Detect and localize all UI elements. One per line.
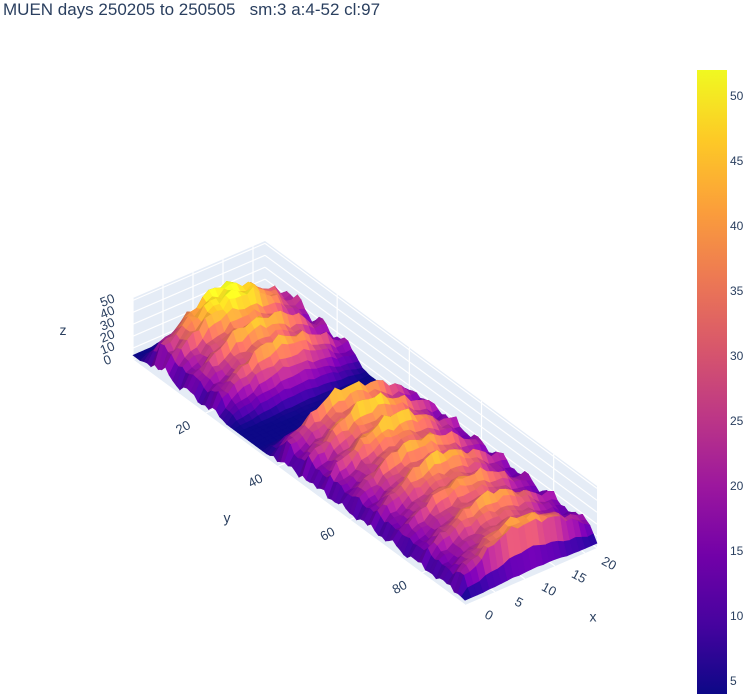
x-tick-label: 20 <box>599 553 619 573</box>
colorbar-tick-label: 40 <box>730 219 744 233</box>
side-wall-y <box>133 241 265 360</box>
colorbar-tick-label: 50 <box>730 89 744 103</box>
colorbar-tick-label: 20 <box>730 479 744 493</box>
colorbar-tick-label: 35 <box>730 284 744 298</box>
colorbar-tick-label: 5 <box>730 674 737 688</box>
surface-mesh <box>132 280 598 601</box>
colorbar-ticks: 5 10 15 20 25 30 35 40 45 50 <box>730 89 744 688</box>
z-tick-label: 20 <box>98 326 117 345</box>
y-axis-ticks: 20 40 60 80 <box>173 417 409 597</box>
colorbar: 5 10 15 20 25 30 35 40 45 50 <box>697 70 744 694</box>
floor-gridline-x <box>132 359 466 606</box>
colorbar-tick-label: 45 <box>730 154 744 168</box>
backwall-gridline-z <box>264 242 598 489</box>
chart-title: MUEN days 250205 to 250505 sm:3 a:4-52 c… <box>3 0 381 19</box>
colorbar-gradient <box>697 70 727 694</box>
z-tick-label: 40 <box>98 302 117 321</box>
y-tick-label: 40 <box>245 471 265 491</box>
x-tick-label: 0 <box>482 607 495 624</box>
y-tick-label: 60 <box>318 524 338 544</box>
wall-gridline-z <box>132 266 266 325</box>
x-tick-label: 10 <box>539 579 559 599</box>
y-tick-label: 80 <box>390 577 410 597</box>
z-tick-label: 10 <box>98 338 117 357</box>
x-tick-label: 15 <box>569 566 589 586</box>
wall-gridline-z <box>132 254 266 313</box>
x-axis-title: x <box>590 609 597 625</box>
y-tick-label: 20 <box>173 417 193 437</box>
colorbar-tick-label: 25 <box>730 414 744 428</box>
backwall-gridline-z <box>264 266 598 513</box>
surface-cell <box>461 587 472 601</box>
x-tick-label: 5 <box>512 594 525 611</box>
colorbar-tick-label: 15 <box>730 544 744 558</box>
colorbar-tick-label: 30 <box>730 349 744 363</box>
z-tick-label: 30 <box>98 314 117 333</box>
colorbar-tick-label: 10 <box>730 609 744 623</box>
wall-gridline-z <box>132 242 266 301</box>
z-axis-title: z <box>60 322 67 338</box>
y-axis-title: y <box>224 510 231 526</box>
z-tick-label: 50 <box>98 291 117 310</box>
backwall-gridline-z <box>264 254 598 501</box>
